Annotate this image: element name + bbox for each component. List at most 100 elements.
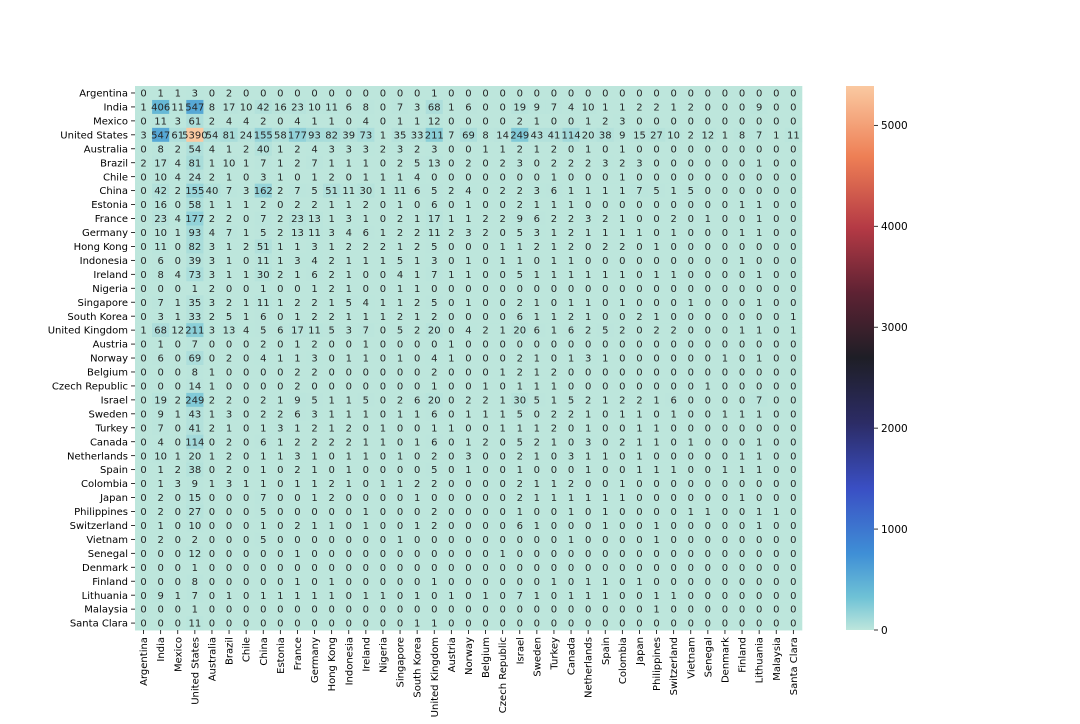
cell-value-label: 0	[773, 256, 779, 267]
heatmap-cell	[220, 225, 238, 240]
heatmap-cell	[459, 434, 478, 450]
cell-value-label: 1	[277, 437, 283, 448]
cell-value-label: 0	[790, 368, 796, 379]
cell-value-label: 2	[670, 326, 676, 337]
heatmap-cell	[254, 532, 273, 547]
heatmap-cell	[357, 560, 375, 575]
heatmap-cell	[648, 113, 666, 129]
cell-value-label: 0	[465, 354, 471, 365]
heatmap-cell	[579, 99, 598, 115]
heatmap-cell	[596, 546, 615, 561]
heatmap-cell	[562, 392, 580, 408]
heatmap-cell	[271, 616, 290, 631]
heatmap-cell	[186, 546, 204, 561]
heatmap-cell	[306, 267, 324, 282]
cell-value-label: 0	[688, 256, 694, 267]
cell-value-label: 0	[790, 144, 796, 155]
cell-value-label: 7	[226, 228, 232, 239]
heatmap-cell	[545, 309, 563, 324]
heatmap-cell	[306, 574, 324, 589]
heatmap-cell	[682, 141, 700, 157]
heatmap-cell	[699, 86, 717, 101]
y-tick-label: Czech Republic	[52, 382, 128, 393]
cell-value-label: 1	[756, 200, 762, 211]
heatmap-cell	[237, 476, 256, 491]
heatmap-cell	[323, 532, 341, 547]
heatmap-cell	[425, 253, 444, 268]
x-tick-label: Ireland	[361, 637, 372, 672]
heatmap-cell	[750, 295, 769, 310]
heatmap-cell	[374, 351, 392, 366]
cell-value-label: 6	[346, 103, 352, 114]
heatmap-cell	[152, 183, 170, 198]
heatmap-cell	[630, 267, 649, 282]
heatmap-cell	[784, 99, 803, 115]
heatmap-cell	[665, 476, 683, 491]
cell-value-label: 0	[482, 619, 488, 630]
heatmap-cell	[767, 225, 786, 240]
cell-value-label: 0	[773, 577, 779, 588]
cell-value-label: 4	[363, 116, 369, 127]
cell-value-label: 0	[414, 451, 420, 462]
y-tick-label: Turkey	[94, 423, 128, 434]
cell-value-label: 0	[585, 479, 591, 490]
cell-value-label: 0	[175, 577, 181, 588]
cell-value-label: 0	[465, 563, 471, 574]
cell-value-label: 1	[209, 409, 215, 420]
cell-value-label: 0	[739, 549, 745, 560]
cell-value-label: 1	[551, 270, 557, 281]
heatmap-cell	[716, 532, 734, 547]
heatmap-cell	[425, 406, 444, 422]
cell-value-label: 0	[226, 493, 232, 504]
cell-value-label: 0	[568, 144, 574, 155]
heatmap-cell	[648, 420, 666, 436]
heatmap-cell	[699, 532, 717, 547]
cell-value-label: 0	[465, 144, 471, 155]
cell-value-label: 2	[431, 507, 437, 518]
cell-value-label: 81	[188, 158, 201, 169]
cell-value-label: 1	[670, 186, 676, 197]
heatmap-cell	[288, 197, 307, 212]
cell-value-label: 5	[260, 228, 266, 239]
cell-value-label: 10	[154, 172, 167, 183]
heatmap-cell	[682, 518, 700, 533]
heatmap-cell	[425, 99, 444, 115]
heatmap-cell	[391, 518, 409, 533]
heatmap-cell	[630, 490, 649, 505]
heatmap-cell	[237, 420, 256, 436]
cell-value-label: 0	[482, 479, 488, 490]
heatmap-cell	[477, 448, 495, 464]
cell-value-label: 0	[397, 591, 403, 602]
cell-value-label: 4	[209, 144, 215, 155]
cell-value-label: 0	[773, 535, 779, 546]
heatmap-cell	[511, 546, 529, 561]
heatmap-cell	[237, 127, 256, 143]
cell-value-label: 0	[551, 563, 557, 574]
heatmap-cell	[186, 378, 204, 394]
cell-value-label: 1	[260, 591, 266, 602]
cell-value-label: 0	[551, 354, 557, 365]
cell-value-label: 1	[602, 228, 608, 239]
cell-value-label: 9	[619, 130, 625, 141]
cell-value-label: 0	[585, 256, 591, 267]
heatmap-cell	[340, 99, 358, 115]
heatmap-cell	[340, 239, 358, 254]
cell-value-label: 51	[325, 186, 338, 197]
heatmap-cell	[477, 253, 495, 268]
heatmap-cell	[357, 309, 375, 324]
heatmap-cell	[323, 337, 341, 352]
cell-value-label: 0	[431, 549, 437, 560]
heatmap-cell	[648, 616, 666, 631]
heatmap-cell	[545, 127, 563, 143]
heatmap-cell	[220, 211, 238, 226]
heatmap-cell	[254, 560, 273, 575]
cell-value-label: 0	[397, 605, 403, 616]
cell-value-label: 0	[739, 214, 745, 225]
cell-value-label: 0	[380, 535, 386, 546]
heatmap-cell	[665, 406, 683, 422]
heatmap-cell	[408, 239, 427, 254]
cell-value-label: 0	[380, 158, 386, 169]
heatmap-cell	[391, 127, 409, 143]
heatmap-cell	[271, 309, 290, 324]
cell-value-label: 15	[188, 493, 201, 504]
